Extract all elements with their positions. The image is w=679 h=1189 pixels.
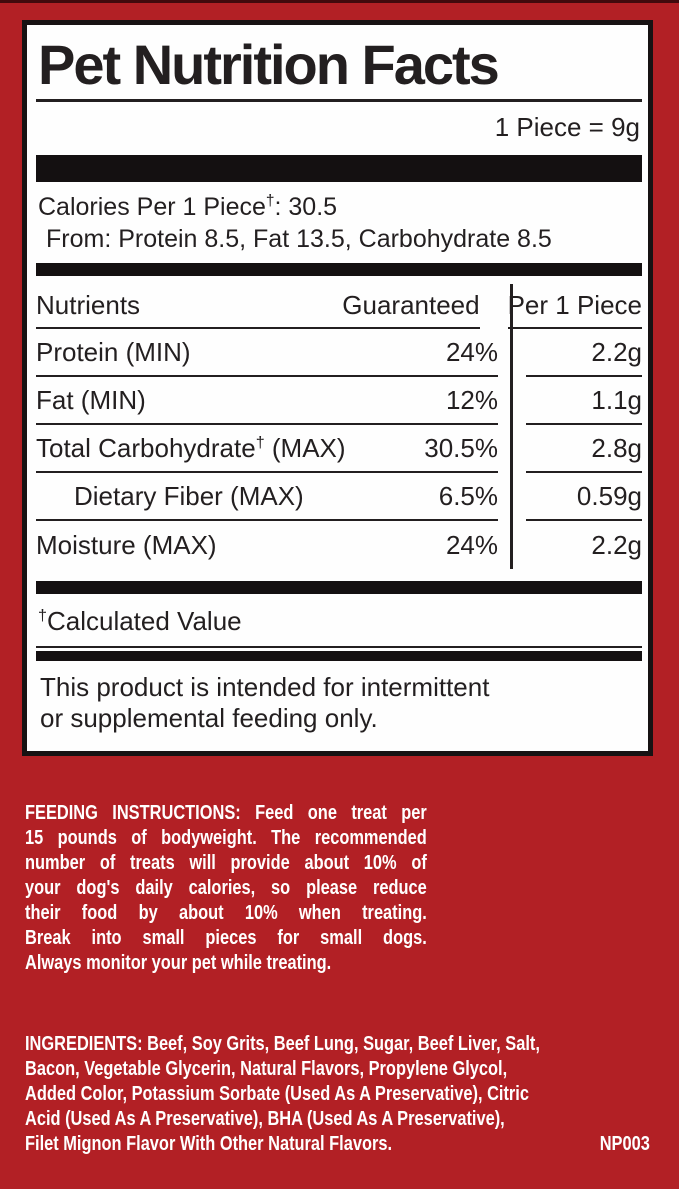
nutrient-name: Total Carbohydrate† (MAX): [36, 432, 346, 463]
table-row-carbohydrate: Total Carbohydrate† (MAX) 30.5% 2.8g: [36, 425, 642, 474]
calories-value: : 30.5: [274, 193, 338, 222]
nutrient-name: Fat (MIN): [36, 384, 146, 415]
nutrient-name: Moisture (MAX): [36, 529, 217, 560]
calories-from-line: From: Protein 8.5, Fat 13.5, Carbohydrat…: [46, 225, 552, 254]
per-piece-value: 2.2g: [591, 529, 642, 560]
per-piece-value: 2.8g: [591, 432, 642, 463]
dagger-mark: †: [255, 433, 265, 452]
calculated-value-footnote: †Calculated Value: [38, 606, 242, 637]
table-row-fat: Fat (MIN) 12% 1.1g: [36, 377, 642, 426]
feeding-instructions-line: your dog's daily calories, so please red…: [25, 877, 427, 899]
ingredients-list: INGREDIENTS: Beef, Soy Grits, Beef Lung,…: [25, 1032, 650, 1157]
ingredients-line: Acid (Used As A Preservative), BHA (Used…: [25, 1108, 505, 1130]
header-per-piece: Per 1 Piece: [507, 290, 642, 321]
serving-size: 1 Piece = 9g: [494, 112, 640, 142]
calories-line: Calories Per 1 Piece†: 30.5: [38, 191, 642, 223]
column-divider-line: [510, 284, 513, 570]
title-rule: [36, 99, 642, 102]
feeding-instructions-line: number of treats will provide about 10% …: [25, 852, 427, 874]
table-row-moisture: Moisture (MAX) 24% 2.2g: [36, 521, 642, 569]
panel-title: Pet Nutrition Facts: [38, 33, 500, 96]
feeding-instructions-line: Break into small pieces for small dogs.: [25, 927, 427, 949]
per-piece-value: 0.59g: [576, 480, 642, 511]
nutrient-name: Dietary Fiber (MAX): [74, 480, 304, 511]
product-code: NP003: [599, 1133, 650, 1155]
table-header-row: Nutrients Guaranteed Per 1 Piece: [36, 284, 642, 330]
feeding-instructions-line: Always monitor your pet while treating.: [25, 952, 332, 974]
separator-bar-thick: [36, 155, 642, 183]
nutrition-facts-panel: Pet Nutrition Facts 1 Piece = 9g Calorie…: [22, 20, 653, 756]
ingredients-line: Added Color, Potassium Sorbate (Used As …: [25, 1083, 529, 1105]
header-nutrients: Nutrients: [36, 290, 141, 321]
feeding-instructions-line: their food by about 10% when treating.: [25, 902, 427, 924]
guaranteed-value: 30.5%: [424, 432, 498, 463]
guaranteed-value: 24%: [445, 336, 498, 367]
table-row-protein: Protein (MIN) 24% 2.2g: [36, 329, 642, 378]
guaranteed-value: 6.5%: [438, 480, 498, 511]
nutrient-name: Protein (MIN): [36, 336, 191, 367]
ingredients-line: INGREDIENTS: Beef, Soy Grits, Beef Lung,…: [25, 1033, 540, 1055]
ingredients-line: Bacon, Vegetable Glycerin, Natural Flavo…: [25, 1058, 508, 1080]
dagger-mark: †: [38, 606, 47, 625]
separator-bar-medium: [36, 581, 642, 595]
feeding-instructions: FEEDING INSTRUCTIONS: Feed one treat per…: [25, 801, 427, 976]
separator-bar-double: [36, 646, 642, 662]
feeding-instructions-line: FEEDING INSTRUCTIONS: Feed one treat per: [25, 802, 427, 824]
ingredients-line: Filet Mignon Flavor With Other Natural F…: [25, 1133, 393, 1155]
per-piece-value: 1.1g: [591, 384, 642, 415]
photo-top-edge-strip: [0, 0, 679, 3]
per-piece-value: 2.2g: [591, 336, 642, 367]
feeding-statement: This product is intended for intermitten…: [40, 672, 642, 734]
header-guaranteed: Guaranteed: [342, 290, 480, 321]
feeding-statement-line: or supplemental feeding only.: [40, 703, 378, 734]
separator-bar-medium: [36, 263, 642, 277]
dagger-mark: †: [265, 192, 275, 210]
feeding-instructions-line: 15 pounds of bodyweight. The recommended: [25, 827, 427, 849]
guaranteed-value: 24%: [445, 529, 498, 560]
calories-label: Calories Per 1 Piece: [38, 193, 266, 222]
table-row-dietary-fiber: Dietary Fiber (MAX) 6.5% 0.59g: [36, 473, 642, 522]
feeding-statement-line: This product is intended for intermitten…: [40, 672, 490, 703]
nutrition-facts-panel-inner: Pet Nutrition Facts 1 Piece = 9g Calorie…: [27, 25, 648, 751]
guaranteed-analysis-table: Nutrients Guaranteed Per 1 Piece Protein…: [36, 284, 642, 570]
guaranteed-value: 12%: [445, 384, 498, 415]
